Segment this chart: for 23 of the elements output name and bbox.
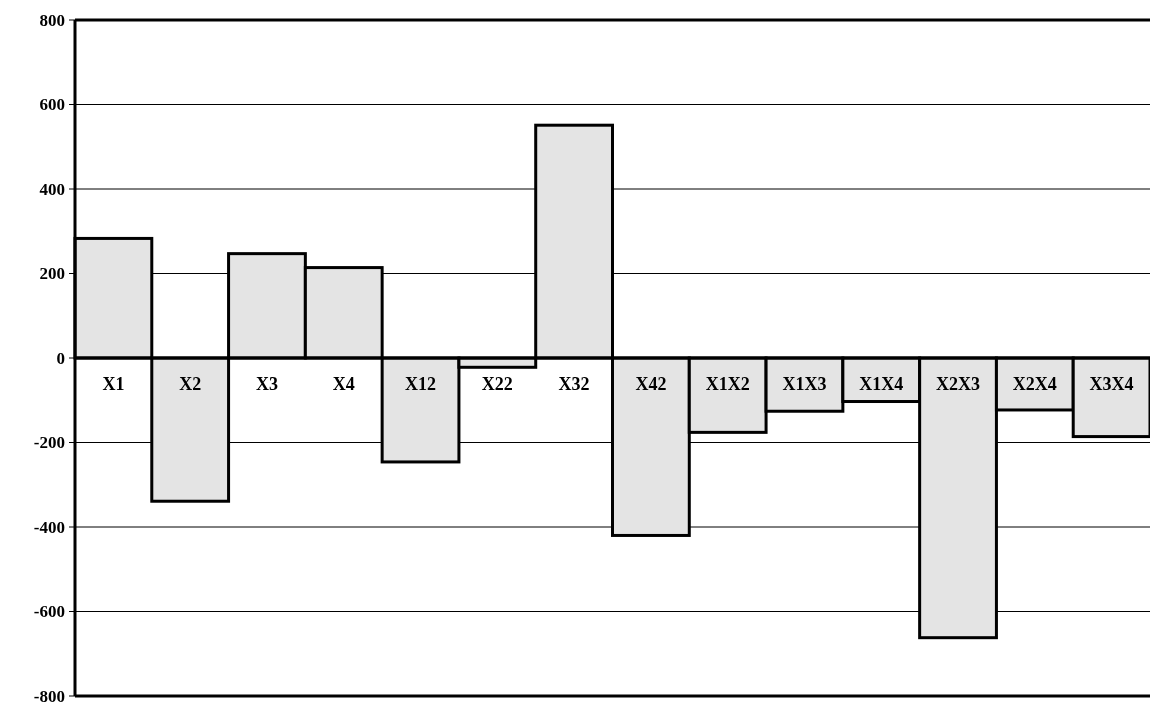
x-tick-label: X1X3 [782, 374, 827, 394]
y-tick-label: -200 [33, 433, 65, 453]
x-tick-label: X42 [635, 374, 667, 394]
y-tick-label: -800 [33, 686, 65, 704]
x-tick-label: X1X2 [705, 374, 750, 394]
y-tick-label: 600 [39, 95, 65, 115]
y-tick-label: 800 [39, 10, 65, 30]
y-tick-label: 0 [56, 348, 65, 368]
x-tick-label: X1X4 [859, 374, 904, 394]
x-tick-label: X3X4 [1089, 374, 1134, 394]
y-tick-label: 400 [39, 179, 65, 199]
x-tick-label: X32 [558, 374, 590, 394]
x-tick-label: X2X3 [936, 374, 981, 394]
y-tick-label: -600 [33, 602, 65, 622]
x-tick-label: X1 [102, 374, 125, 394]
x-tick-label: X3 [255, 374, 278, 394]
y-tick-label: 200 [39, 264, 65, 284]
x-tick-label: X2X4 [1012, 374, 1057, 394]
x-tick-label: X4 [332, 374, 355, 394]
x-tick-label: X2 [179, 374, 202, 394]
x-tick-label: X22 [481, 374, 513, 394]
y-tick-label: -400 [33, 517, 65, 537]
x-tick-label: X12 [405, 374, 437, 394]
